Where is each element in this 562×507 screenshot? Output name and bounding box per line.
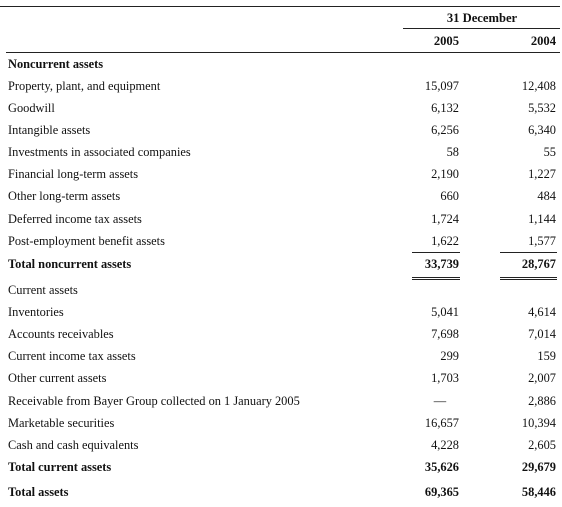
value-2004: 1,577 [528,234,556,248]
top-rule [0,6,560,7]
table-row: Receivable from Bayer Group collected on… [0,394,562,416]
value-2005: 16,657 [424,416,459,430]
value-2005: 1,703 [431,371,459,385]
value-2005: 1,622 [431,234,459,248]
row-label: Financial long-term assets [8,167,139,181]
value-2004: 1,227 [528,167,556,181]
value-2004: 484 [537,189,556,203]
table-row: Current income tax assets 299 159 [0,349,562,371]
column-header-2005: 2005 [433,34,459,48]
row-label: Current income tax assets [8,349,136,363]
table-row: Deferred income tax assets 1,724 1,144 [0,212,562,234]
value-2005: 5,041 [431,305,459,319]
value-2005: 299 [440,349,459,363]
row-label: Cash and cash equivalents [8,438,139,452]
row-label: Total noncurrent assets [8,257,132,271]
row-label: Marketable securities [8,416,115,430]
table-row: Post-employment benefit assets 1,622 1,577 [0,234,562,256]
table-row: Marketable securities 16,657 10,394 [0,416,562,438]
value-2005: 2,190 [431,167,459,181]
value-2004: 28,767 [521,257,556,271]
table-row: Total current assets 35,626 29,679 [0,460,562,482]
value-2004: 159 [537,349,556,363]
value-2005: 4,228 [431,438,459,452]
row-label: Goodwill [8,101,55,115]
table-row: Inventories 5,041 4,614 [0,305,562,327]
value-2004: 2,886 [528,394,556,408]
row-label: Total assets [8,485,69,499]
value-2005: 58 [446,145,459,159]
value-2004: 58,446 [521,485,556,499]
subtotal-rule [412,252,460,253]
table-row: Current assets [0,283,562,305]
total-underline [500,279,557,280]
table-row: Property, plant, and equipment 15,097 12,4… [0,79,562,101]
table-row: Intangible assets 6,256 6,340 [0,123,562,145]
header-rule [6,52,560,53]
row-label: Deferred income tax assets [8,212,142,226]
total-underline [412,279,460,280]
period-header: 31 December [446,11,518,25]
value-2004: 5,532 [528,101,556,115]
value-2004: 4,614 [528,305,556,319]
value-2004: 7,014 [528,327,556,341]
row-label: Other long-term assets [8,189,121,203]
value-2005: 69,365 [424,485,459,499]
row-label: Property, plant, and equipment [8,79,161,93]
row-label: Investments in associated companies [8,145,191,159]
value-2005: 35,626 [424,460,459,474]
value-2004: 2,605 [528,438,556,452]
table-row: Accounts receivables 7,698 7,014 [0,327,562,349]
table-row: Other long-term assets 660 484 [0,189,562,211]
row-label: Noncurrent assets [8,57,104,71]
row-label: Other current assets [8,371,107,385]
row-label: Inventories [8,305,64,319]
period-header-underline [403,28,560,29]
row-label: Total current assets [8,460,112,474]
total-underline [412,277,460,278]
value-2005: 6,132 [431,101,459,115]
table-row: Cash and cash equivalents 4,228 2,605 [0,438,562,460]
value-2004: 1,144 [528,212,556,226]
value-2005: — [433,394,447,408]
value-2005: 660 [440,189,459,203]
value-2005: 15,097 [424,79,459,93]
table-row: Noncurrent assets [0,57,562,79]
row-label: Intangible assets [8,123,91,137]
value-2004: 6,340 [528,123,556,137]
table-row: Other current assets 1,703 2,007 [0,371,562,393]
row-label: Accounts receivables [8,327,114,341]
table-row: Total assets 69,365 58,446 [0,485,562,507]
value-2005: 7,698 [431,327,459,341]
value-2004: 12,408 [521,79,556,93]
row-label: Post-employment benefit assets [8,234,165,248]
table-row: Total noncurrent assets 33,739 28,767 [0,257,562,279]
table-row: Financial long-term assets 2,190 1,227 [0,167,562,189]
value-2004: 55 [543,145,556,159]
column-header-2004: 2004 [530,34,556,48]
value-2004: 2,007 [528,371,556,385]
table-row: Goodwill 6,132 5,532 [0,101,562,123]
subtotal-rule [500,252,557,253]
row-label: Current assets [8,283,78,297]
row-label: Receivable from Bayer Group collected on… [8,394,300,408]
value-2005: 33,739 [424,257,459,271]
table-row: Investments in associated companies 58 55 [0,145,562,167]
value-2005: 6,256 [431,123,459,137]
value-2005: 1,724 [431,212,459,226]
total-underline [500,277,557,278]
value-2004: 10,394 [521,416,556,430]
value-2004: 29,679 [521,460,556,474]
